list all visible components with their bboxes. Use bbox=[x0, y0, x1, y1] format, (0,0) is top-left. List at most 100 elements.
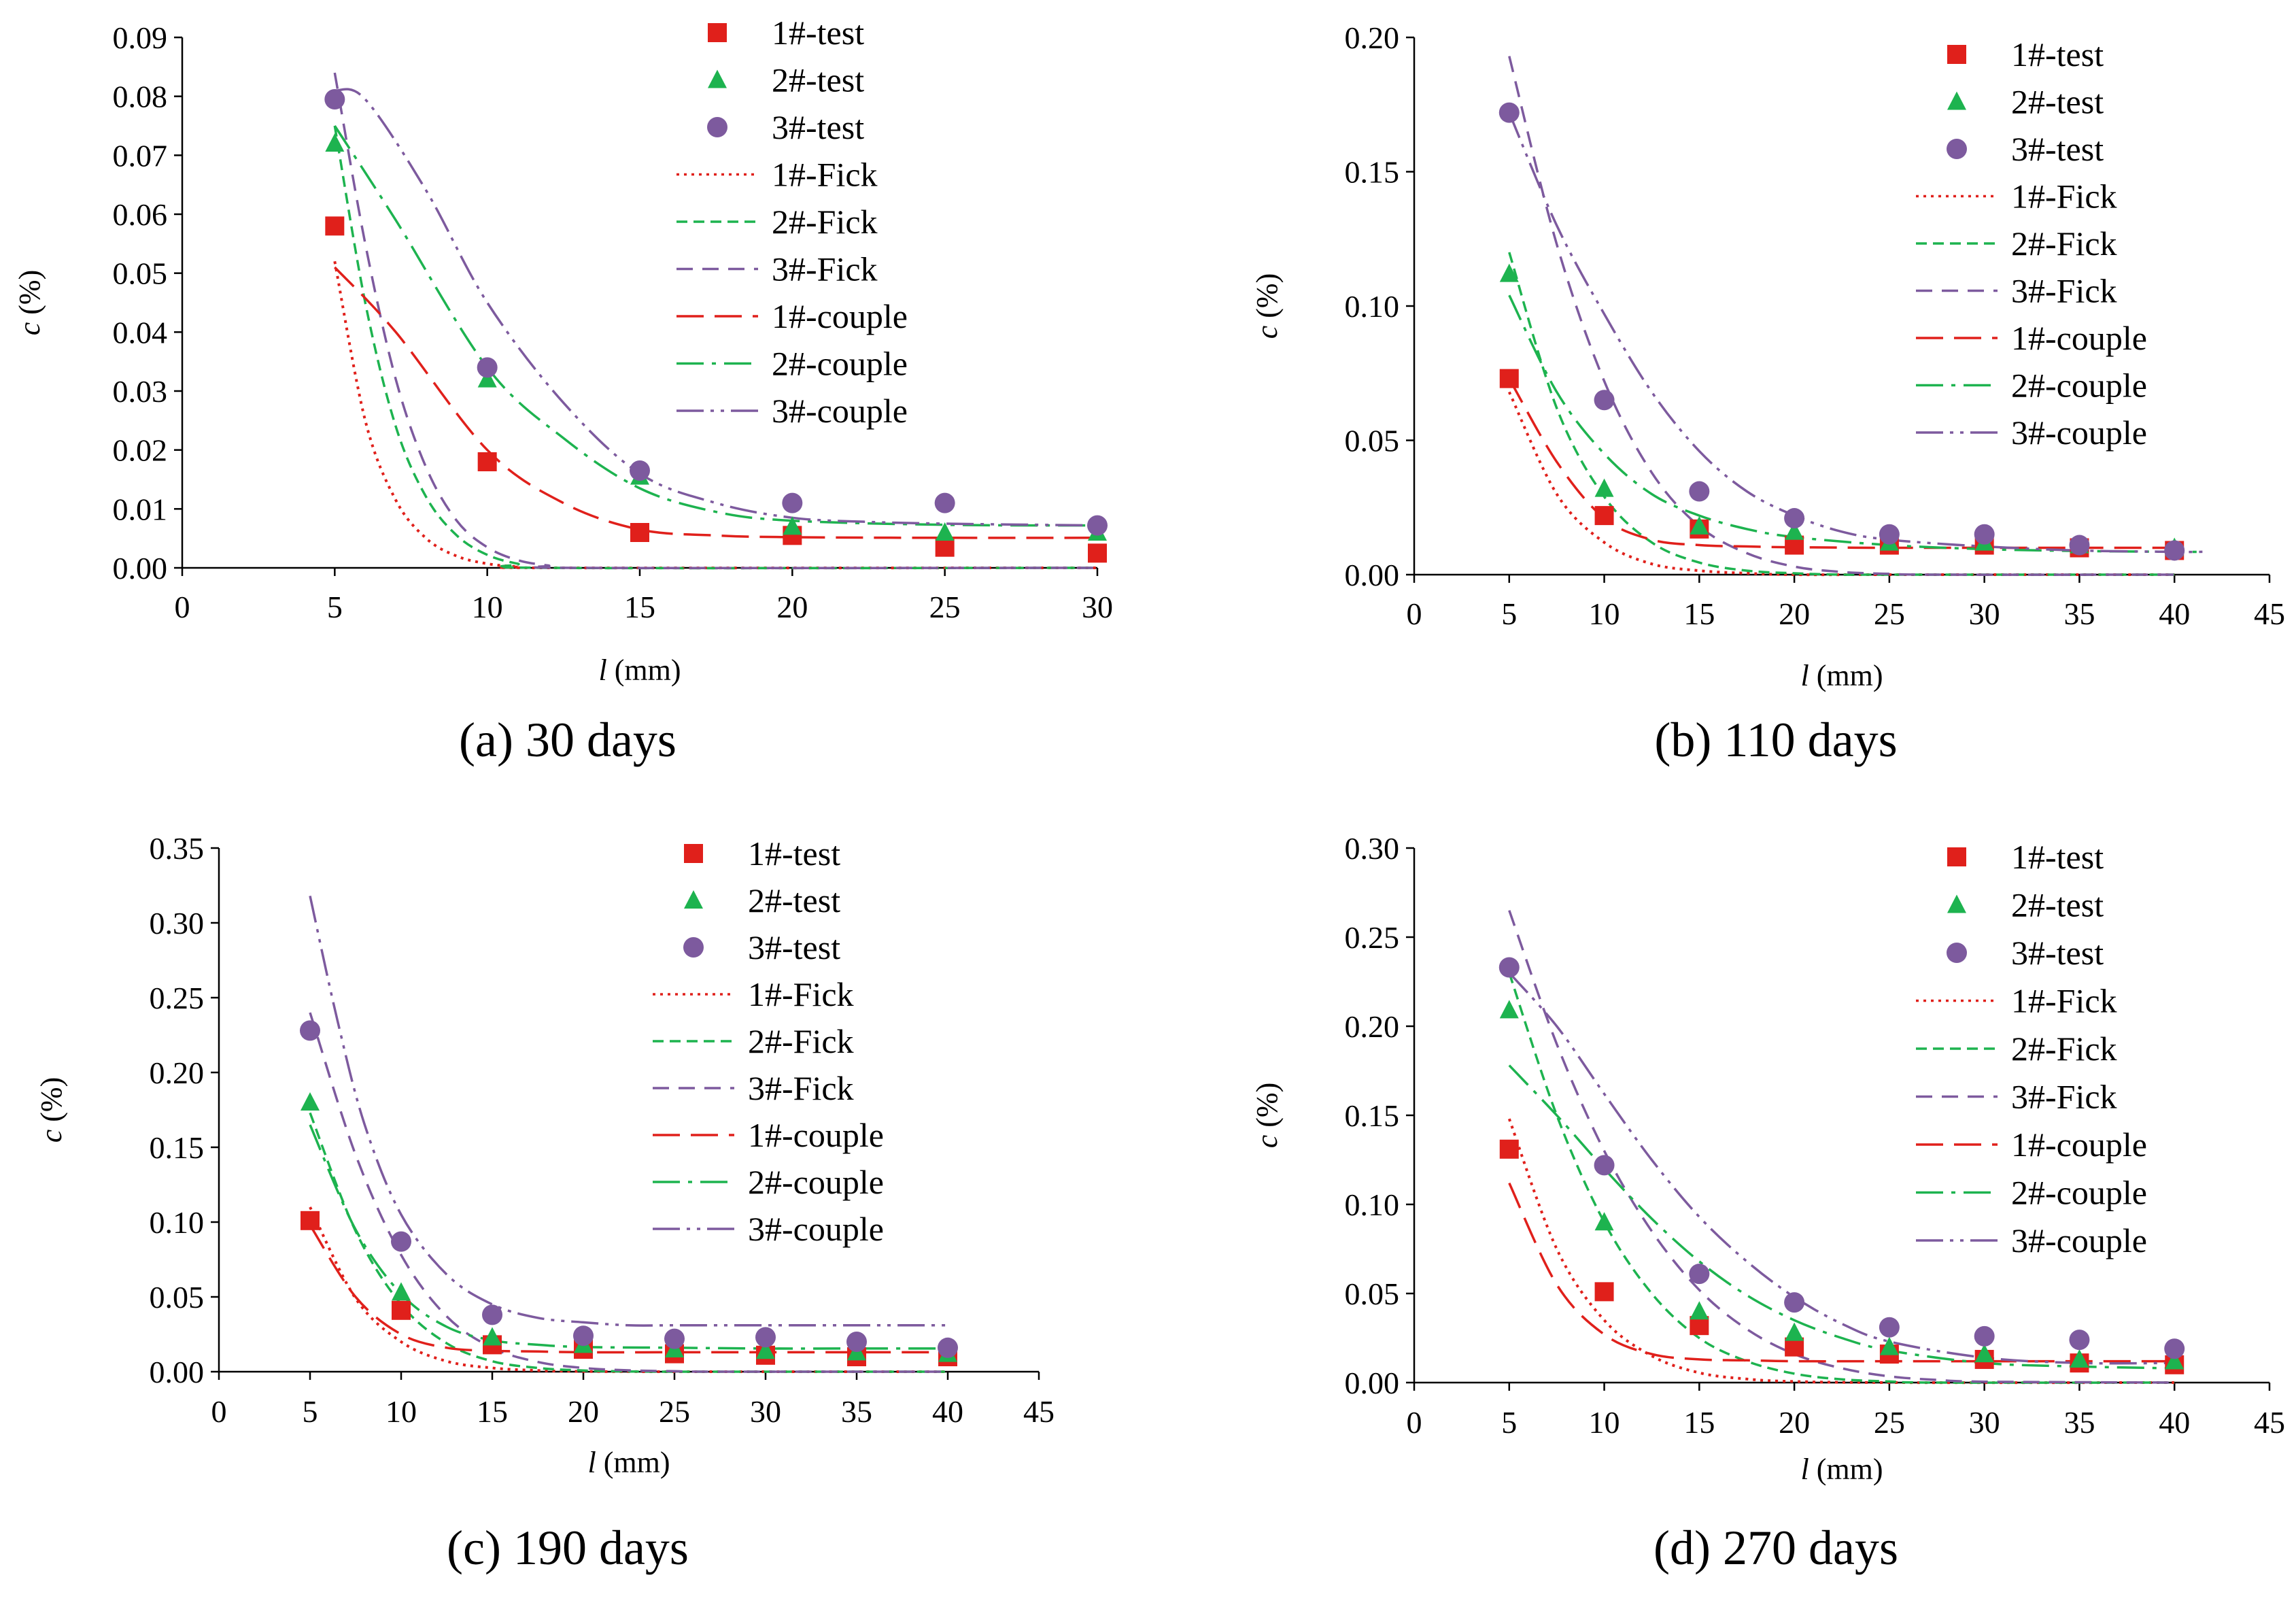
test-point-3 bbox=[2164, 1338, 2185, 1359]
y-tick-label: 0.00 bbox=[1345, 1366, 1400, 1400]
test-point-3 bbox=[1974, 1325, 1995, 1347]
x-axis-label: l (mm) bbox=[1801, 659, 1883, 692]
y-tick-label: 0.00 bbox=[1345, 558, 1400, 592]
x-tick-label: 10 bbox=[385, 1394, 417, 1429]
y-tick-label: 0.04 bbox=[113, 315, 168, 350]
test-point-2 bbox=[1594, 1212, 1614, 1231]
test-point-2 bbox=[756, 1340, 775, 1359]
legend-label: 1#-test bbox=[2011, 838, 2104, 876]
legend-marker-3 bbox=[707, 117, 727, 137]
legend-label: 3#-couple bbox=[2011, 413, 2147, 452]
legend-label: 2#-couple bbox=[748, 1163, 884, 1201]
chart-panel-d: 0.00 0.05 0.10 0.15 0.20 0.25 0.30 0 5 10 15 20 25 30… bbox=[1250, 831, 2285, 1575]
x-tick-label: 10 bbox=[1589, 596, 1620, 631]
legend-marker-1 bbox=[684, 844, 703, 863]
y-axis-unit: (%) bbox=[35, 1077, 68, 1130]
test-point-3 bbox=[934, 492, 955, 513]
legend-label: 3#-couple bbox=[772, 392, 908, 430]
test-point-2 bbox=[1974, 1344, 1994, 1363]
legend-label: 1#-couple bbox=[748, 1116, 884, 1154]
legend-label: 2#-test bbox=[2011, 886, 2104, 924]
x-axis-unit: (mm) bbox=[596, 1446, 670, 1479]
test-point-2 bbox=[1499, 1000, 1519, 1019]
couple-curve-1 bbox=[1508, 377, 2175, 549]
legend-marker-3 bbox=[1947, 139, 1967, 159]
x-tick-label: 30 bbox=[750, 1394, 781, 1429]
y-axis-variable: c bbox=[1250, 1134, 1284, 1148]
test-point-3 bbox=[2069, 1330, 2090, 1351]
x-tick-label: 45 bbox=[1023, 1394, 1055, 1429]
y-tick-label: 0.15 bbox=[150, 1130, 205, 1165]
test-point-2 bbox=[2070, 1349, 2089, 1368]
legend-marker-3 bbox=[683, 937, 704, 958]
test-point-1 bbox=[1499, 369, 1519, 388]
test-point-3 bbox=[938, 1337, 958, 1358]
test-point-3 bbox=[1594, 1155, 1615, 1176]
x-tick-label: 25 bbox=[929, 590, 961, 624]
legend-marker-2 bbox=[684, 890, 703, 909]
y-axis-unit: (%) bbox=[1250, 273, 1284, 326]
legend-marker-1 bbox=[1947, 45, 1966, 64]
y-tick-label: 0.08 bbox=[113, 80, 168, 114]
test-point-2 bbox=[1594, 478, 1614, 497]
x-tick-label: 25 bbox=[1874, 1405, 1905, 1440]
test-point-3 bbox=[300, 1020, 320, 1041]
y-tick-label: 0.02 bbox=[113, 433, 168, 468]
y-tick-label: 0.05 bbox=[150, 1280, 205, 1315]
legend-label: 3#-Fick bbox=[2011, 272, 2117, 310]
legend-label: 3#-test bbox=[772, 108, 864, 146]
legend-label: 1#-Fick bbox=[2011, 982, 2117, 1020]
x-tick-label: 20 bbox=[1779, 596, 1810, 631]
couple-curve-1 bbox=[1508, 1182, 2175, 1363]
y-tick-label: 0.10 bbox=[150, 1205, 205, 1240]
test-point-1 bbox=[935, 537, 955, 557]
y-axis-label: c (%) bbox=[13, 270, 46, 336]
y-tick-label: 0.35 bbox=[150, 831, 205, 866]
legend-label: 3#-test bbox=[748, 928, 840, 966]
couple-curve-2 bbox=[309, 1124, 948, 1350]
legend-label: 1#-Fick bbox=[748, 975, 854, 1013]
x-tick-label: 35 bbox=[2063, 1405, 2095, 1440]
legend-label: 3#-Fick bbox=[2011, 1078, 2117, 1116]
test-point-1 bbox=[325, 216, 345, 236]
test-point-3 bbox=[391, 1231, 411, 1252]
y-tick-label: 0.30 bbox=[150, 906, 205, 941]
x-tick-label: 40 bbox=[2159, 1405, 2190, 1440]
y-tick-label: 0.15 bbox=[1345, 1098, 1400, 1133]
legend-label: 3#-test bbox=[2011, 130, 2104, 168]
x-tick-label: 0 bbox=[1407, 1405, 1422, 1440]
legend-label: 2#-Fick bbox=[748, 1022, 854, 1060]
x-tick-label: 45 bbox=[2254, 1405, 2285, 1440]
x-tick-label: 20 bbox=[1779, 1405, 1810, 1440]
x-tick-label: 0 bbox=[1407, 596, 1422, 631]
x-tick-label: 15 bbox=[477, 1394, 508, 1429]
x-tick-label: 0 bbox=[175, 590, 190, 624]
x-tick-label: 5 bbox=[303, 1394, 318, 1429]
y-tick-label: 0.07 bbox=[113, 138, 168, 173]
test-point-1 bbox=[392, 1300, 411, 1320]
x-tick-label: 10 bbox=[1589, 1405, 1620, 1440]
y-tick-label: 0.00 bbox=[150, 1355, 205, 1389]
x-tick-label: 30 bbox=[1969, 596, 2000, 631]
test-point-3 bbox=[1689, 481, 1710, 502]
test-point-3 bbox=[630, 460, 650, 481]
x-tick-label: 30 bbox=[1082, 590, 1113, 624]
chart-panel-b: 0.00 0.05 0.10 0.15 0.20 0 5 10 15 20 25 30 35 40 45 l … bbox=[1250, 20, 2285, 767]
test-point-3 bbox=[1594, 390, 1615, 411]
test-point-3 bbox=[477, 357, 498, 378]
legend-label: 2#-couple bbox=[772, 345, 908, 383]
x-tick-label: 5 bbox=[327, 590, 343, 624]
y-axis-label: c (%) bbox=[1250, 1083, 1284, 1149]
legend-label: 1#-Fick bbox=[772, 156, 878, 194]
fick-curve-3 bbox=[1508, 56, 2175, 576]
legend-marker-1 bbox=[708, 23, 727, 42]
test-point-2 bbox=[392, 1282, 411, 1301]
y-tick-label: 0.10 bbox=[1345, 289, 1400, 324]
legend-label: 2#-test bbox=[748, 881, 840, 919]
x-tick-label: 45 bbox=[2254, 596, 2285, 631]
couple-curve-2 bbox=[333, 125, 1098, 527]
test-point-1 bbox=[1594, 1282, 1614, 1302]
x-axis-label: l (mm) bbox=[599, 654, 681, 687]
y-tick-label: 0.00 bbox=[113, 551, 168, 586]
